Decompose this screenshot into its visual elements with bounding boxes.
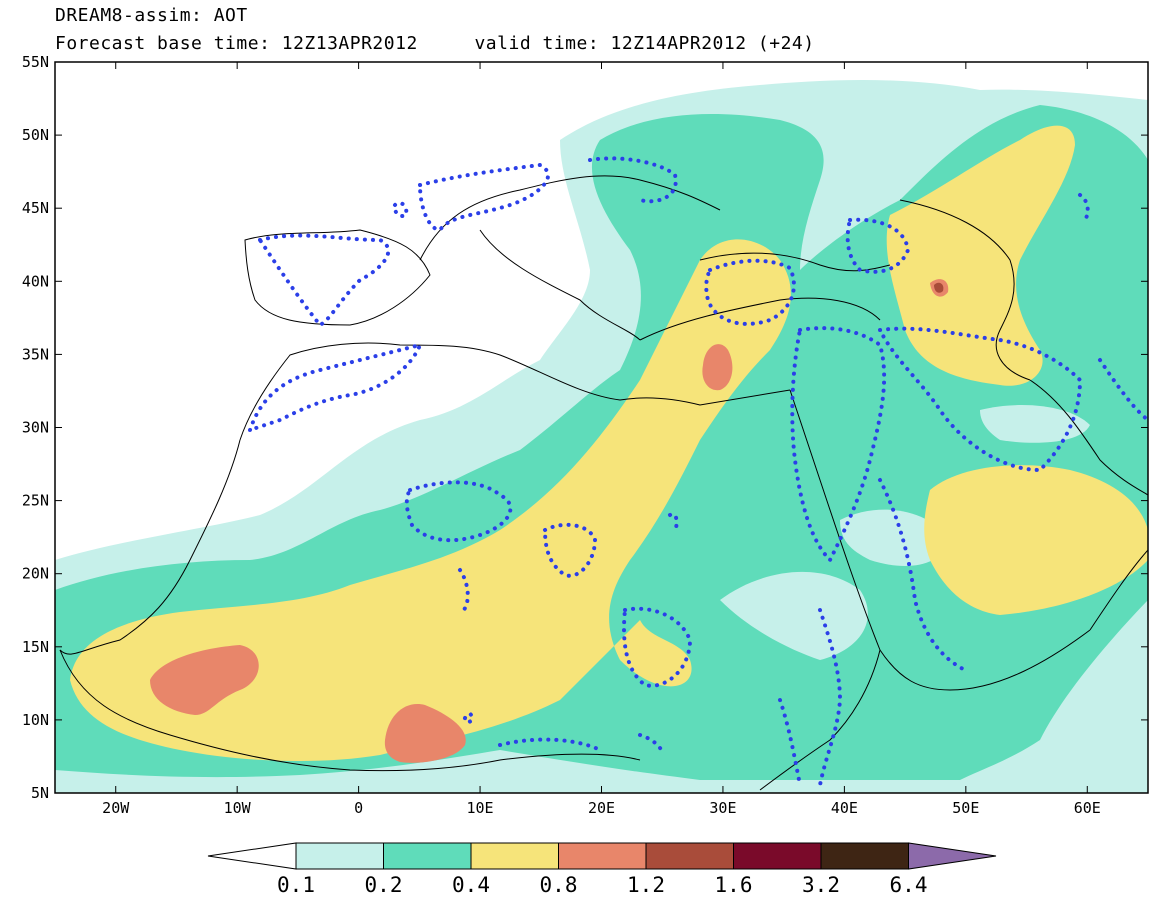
colorbar-label: 0.4 (452, 873, 490, 897)
lat-tick-label: 30N (22, 419, 49, 437)
lat-tick-label: 10N (22, 711, 49, 729)
colorbar-swatch (295, 842, 384, 870)
map-plot-area (55, 62, 1148, 793)
colorbar-label: 0.2 (365, 873, 403, 897)
colorbar-swatch (470, 842, 559, 870)
lon-tick-label: 40E (831, 799, 858, 817)
aot-band-0.1-pocket (720, 571, 868, 660)
lat-tick-label: 45N (22, 199, 49, 217)
colorbar-label: 6.4 (890, 873, 928, 897)
aot-band-0.4 (886, 125, 1075, 386)
lat-tick-label: 5N (31, 784, 49, 802)
aot-band-0.1-pocket (980, 405, 1090, 443)
colorbar-swatch (733, 842, 822, 870)
colorbar-label: 0.8 (540, 873, 578, 897)
aot-band-0.8 (384, 704, 466, 763)
coastlines (59, 175, 1148, 791)
aot-band-0.4 (924, 465, 1148, 615)
lon-tick-label: 20W (102, 799, 130, 817)
aot-band-0.8 (702, 344, 733, 391)
forecast-time-subtitle: Forecast base time: 12Z13APR2012 valid t… (55, 33, 815, 54)
aot-band-0.4 (70, 239, 791, 762)
lat-tick-label: 35N (22, 345, 49, 363)
lon-tick-label: 30E (709, 799, 736, 817)
colorbar-under-arrow (207, 842, 297, 870)
lon-tick-label: 10W (224, 799, 252, 817)
aot-band-0.8 (150, 645, 259, 715)
colorbar-label: 3.2 (802, 873, 840, 897)
lon-tick-label: 50E (952, 799, 979, 817)
lat-tick-label: 25N (22, 492, 49, 510)
colorbar-label: 1.2 (627, 873, 665, 897)
lon-tick-label: 60E (1074, 799, 1101, 817)
lat-tick-label: 50N (22, 126, 49, 144)
colorbar-swatch (645, 842, 734, 870)
lon-tick-label: 0 (354, 799, 363, 817)
aot-band-0.1-pocket (840, 509, 950, 566)
colorbar-over-arrow (908, 842, 997, 870)
longitude-axis: 20W 10W 0 10E 20E 30E 40E 50E 60E (102, 62, 1101, 817)
colorbar-swatch (383, 842, 472, 870)
aot-colorbar: 0.1 0.2 0.4 0.8 1.2 1.6 3.2 6.4 (207, 842, 997, 897)
lat-tick-label: 15N (22, 638, 49, 656)
lat-tick-label: 20N (22, 565, 49, 583)
map-title: DREAM8-assim: AOT (55, 5, 248, 26)
lat-tick-label: 40N (22, 272, 49, 290)
colorbar-label: 1.6 (715, 873, 753, 897)
lon-tick-label: 20E (588, 799, 615, 817)
aot-band-1.2 (934, 282, 944, 293)
colorbar-label: 0.1 (277, 873, 315, 897)
colorbar-swatch (558, 842, 647, 870)
dotted-contours (246, 156, 1148, 787)
latitude-axis: 55N 50N 45N 40N 35N 30N 25N 20N 15N 10N 5N (22, 53, 1148, 802)
colorbar-swatch (820, 842, 909, 870)
lon-tick-label: 10E (467, 799, 494, 817)
lat-tick-label: 55N (22, 53, 49, 71)
